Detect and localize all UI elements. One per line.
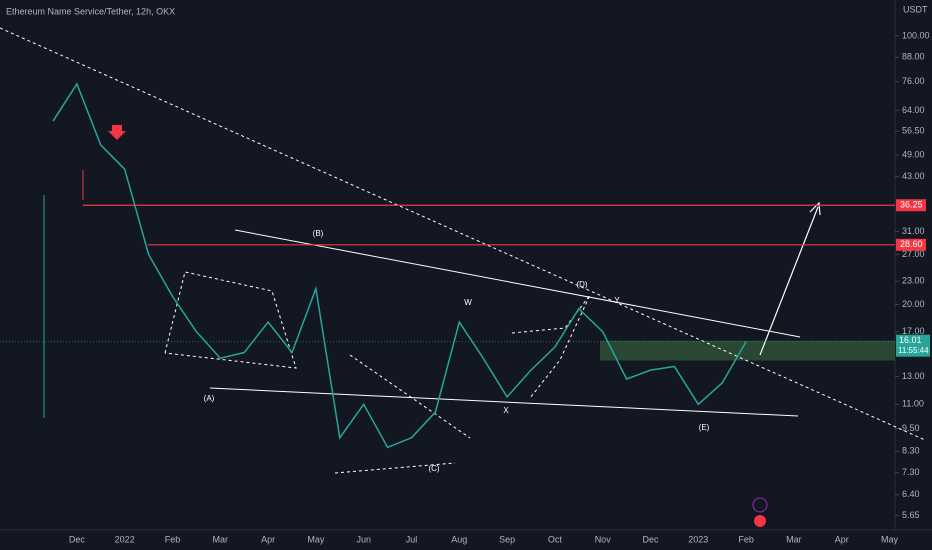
y-tick-label: 6.40 xyxy=(902,489,920,499)
wave-label: Y xyxy=(614,296,620,305)
wave-label: (A) xyxy=(204,394,215,403)
x-tick-label: Nov xyxy=(595,534,612,544)
level-label: 36.25 xyxy=(900,200,923,210)
support-line xyxy=(209,387,799,417)
price-line xyxy=(52,82,747,449)
x-tick-label: 2023 xyxy=(688,534,708,544)
chart-title: Ethereum Name Service/Tether, 12h, OKX xyxy=(6,6,175,16)
level-tag xyxy=(896,238,926,251)
dotted-pattern xyxy=(164,271,297,369)
countdown: 11:55:44 xyxy=(898,346,929,355)
last-price-label: 16.01 xyxy=(899,335,922,345)
x-tick-label: Dec xyxy=(69,534,86,544)
y-tick-label: 88.00 xyxy=(902,52,925,62)
x-tick-label: Apr xyxy=(261,534,275,544)
wave-label: X xyxy=(503,406,509,415)
x-tick-label: Feb xyxy=(165,534,181,544)
y-tick-label: 9.50 xyxy=(902,423,920,433)
x-tick-label: Mar xyxy=(786,534,802,544)
dotted-pattern xyxy=(349,354,471,439)
x-tick-label: Dec xyxy=(642,534,659,544)
dotted-pattern xyxy=(334,462,456,474)
y-tick-label: 7.30 xyxy=(902,467,920,477)
y-axis-label: USDT xyxy=(903,4,928,14)
x-tick-label: Jul xyxy=(406,534,418,544)
x-tick-label: Oct xyxy=(548,534,563,544)
x-tick-label: Sep xyxy=(499,534,515,544)
y-tick-label: 23.00 xyxy=(902,276,925,286)
x-tick-label: Apr xyxy=(835,534,849,544)
projection-arrow xyxy=(759,206,819,356)
dashed-trendline xyxy=(0,27,926,441)
last-price-tag xyxy=(896,334,930,357)
level-tag xyxy=(896,199,926,212)
resistance-line xyxy=(234,229,801,338)
y-tick-label: 76.00 xyxy=(902,76,925,86)
x-tick-label: Mar xyxy=(213,534,229,544)
y-tick-label: 64.00 xyxy=(902,105,925,115)
event-icon xyxy=(752,497,768,513)
dotted-pattern xyxy=(511,294,591,399)
y-tick-label: 8.30 xyxy=(902,446,920,456)
y-tick-label: 5.65 xyxy=(902,510,920,520)
down-arrow xyxy=(108,125,126,140)
y-tick-label: 17.00 xyxy=(902,326,925,336)
x-tick-label: May xyxy=(307,534,325,544)
event-icon xyxy=(754,515,766,527)
x-tick-label: 2022 xyxy=(115,534,135,544)
wave-label: (D) xyxy=(576,280,587,289)
x-tick-label: May xyxy=(881,534,899,544)
x-tick-label: Aug xyxy=(451,534,467,544)
x-tick-label: Feb xyxy=(738,534,754,544)
support-zone xyxy=(600,340,895,361)
wave-label: W xyxy=(464,298,472,307)
y-tick-label: 31.00 xyxy=(902,226,925,236)
y-tick-label: 100.00 xyxy=(902,30,930,40)
level-label: 28.60 xyxy=(900,239,923,249)
y-tick-label: 11.00 xyxy=(902,399,924,409)
y-tick-label: 13.00 xyxy=(902,371,925,381)
wave-label: (B) xyxy=(313,229,324,238)
arrow-head xyxy=(809,201,821,216)
y-tick-label: 56.50 xyxy=(902,126,925,136)
y-tick-label: 43.00 xyxy=(902,171,925,181)
y-tick-label: 27.00 xyxy=(902,249,925,259)
x-tick-label: Jun xyxy=(356,534,371,544)
wave-label: (C) xyxy=(428,464,439,473)
y-tick-label: 49.00 xyxy=(902,149,925,159)
y-tick-label: 20.00 xyxy=(902,299,925,309)
wave-label: (E) xyxy=(699,423,710,432)
